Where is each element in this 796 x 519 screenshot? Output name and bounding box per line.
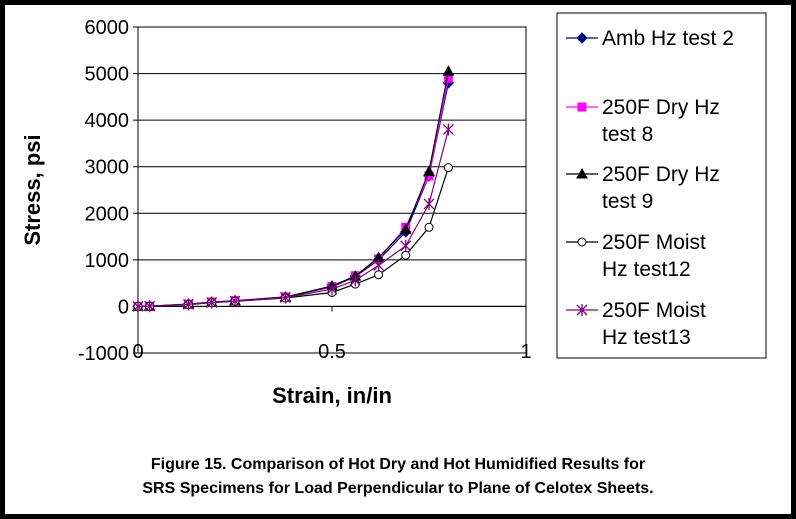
data-point: [423, 197, 435, 210]
data-point: [399, 223, 412, 235]
x-axis-ticks: 0 0.5 1: [132, 306, 532, 363]
series-1: [132, 77, 455, 313]
series-3: [132, 65, 455, 311]
series-layer: [132, 65, 455, 313]
y-axis-title: Stress, psi: [20, 134, 45, 245]
legend-label: test 8: [602, 123, 653, 146]
data-point: [229, 295, 241, 308]
series-line: [137, 71, 449, 307]
series-4: [133, 163, 453, 311]
legend-label: Hz test12: [602, 258, 691, 281]
data-point: [144, 300, 156, 313]
figure-caption-line-1: Figure 15. Comparison of Hot Dry and Hot…: [150, 456, 646, 473]
series-line: [137, 167, 449, 307]
data-point: [132, 300, 144, 313]
data-point: [400, 239, 412, 252]
x-tick-label: 1: [520, 341, 531, 363]
y-tick-label: 3000: [85, 157, 130, 179]
legend-entry-1: Amb Hz test 2: [566, 27, 734, 50]
series-line: [137, 78, 449, 307]
series-line: [137, 82, 449, 307]
data-point: [423, 165, 435, 176]
y-tick-label: 4000: [85, 110, 130, 132]
series-5: [132, 123, 454, 313]
data-point: [401, 250, 411, 260]
series-2: [133, 73, 453, 311]
legend-marker: [576, 167, 588, 179]
legend-label: 250F Moist: [602, 231, 706, 254]
data-point: [206, 296, 218, 309]
series-line: [137, 129, 449, 307]
legend-entry-2: 250F Dry Hz test 8: [566, 96, 720, 146]
legend-marker: [576, 304, 588, 316]
legend-label: 250F Dry Hz: [602, 96, 720, 119]
data-point: [373, 259, 385, 272]
legend-entry-4: 250F Moist Hz test12: [566, 231, 706, 281]
y-tick-label: 5000: [85, 64, 130, 86]
legend-label: Amb Hz test 2: [602, 27, 734, 50]
legend-label: 250F Dry Hz: [602, 163, 720, 186]
data-point: [326, 283, 338, 296]
figure-frame: 6000 5000 4000 3000 2000 1000 0 -1000 0 0.5 1 Str…: [5, 5, 791, 514]
legend-entry-5: 250F Moist Hz test13: [566, 299, 706, 349]
y-tick-label: 1000: [85, 250, 130, 272]
data-point: [442, 65, 455, 76]
legend-label: Hz test13: [602, 326, 691, 349]
x-tick-label: 0.5: [318, 341, 346, 363]
x-tick-label: 0: [132, 341, 143, 363]
data-point: [374, 270, 384, 280]
y-tick-label: 6000: [85, 17, 130, 39]
x-axis-title: Strain, in/in: [272, 383, 392, 408]
data-point: [442, 123, 454, 136]
data-point: [349, 274, 361, 287]
figure-caption-line-2: SRS Specimens for Load Perpendicular to …: [142, 480, 654, 497]
legend-label: 250F Moist: [602, 299, 706, 322]
legend-box: [556, 12, 767, 359]
legend-marker: [577, 237, 587, 247]
y-tick-label: 0: [118, 296, 129, 318]
data-point: [279, 291, 291, 304]
data-point: [443, 163, 453, 173]
legend-marker: [577, 102, 587, 112]
data-point: [182, 298, 194, 311]
y-tick-label: -1000: [78, 343, 129, 365]
legend-marker: [576, 32, 588, 44]
legend-entry-3: 250F Dry Hz test 9: [566, 163, 720, 213]
y-axis-ticks: 6000 5000 4000 3000 2000 1000 0 -1000: [78, 17, 138, 365]
data-point: [424, 222, 434, 232]
legend-label: test 9: [602, 190, 653, 213]
y-tick-label: 2000: [85, 203, 130, 225]
